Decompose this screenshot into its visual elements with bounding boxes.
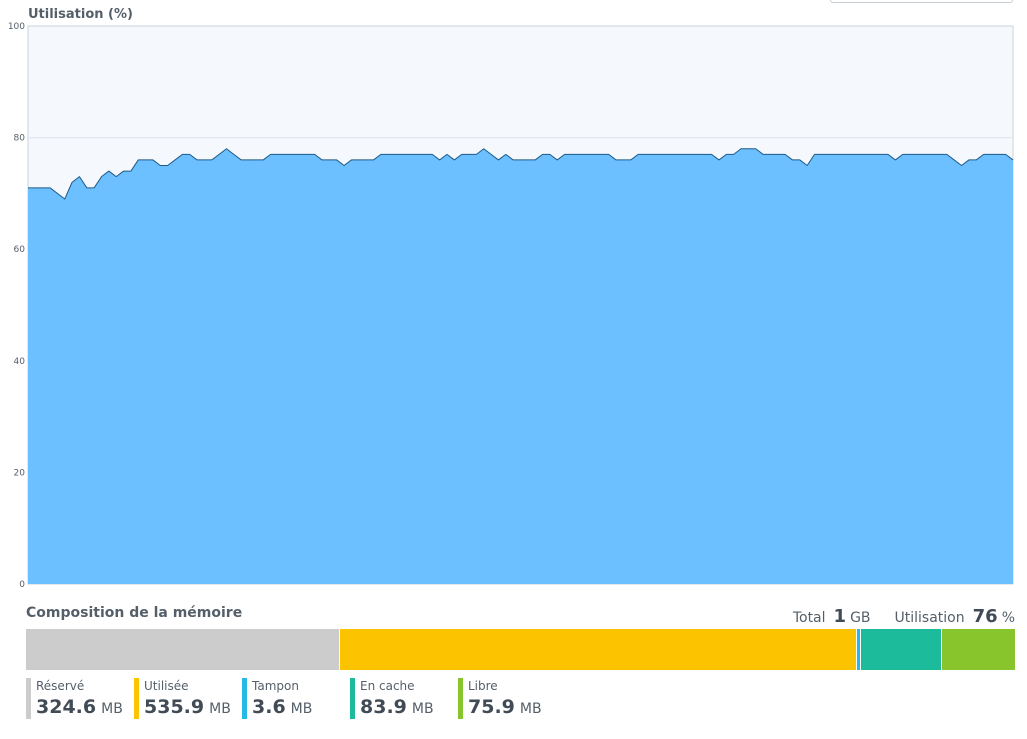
memory-summary: Total 1 GB Utilisation 76% bbox=[793, 606, 1015, 627]
memory-segment-buffer bbox=[857, 629, 861, 670]
legend-label: Utilisée bbox=[144, 679, 189, 693]
memory-segment-free bbox=[941, 629, 1015, 670]
legend-value-row: 324.6 MB bbox=[36, 695, 123, 721]
memory-composition-title: Composition de la mémoire bbox=[26, 605, 243, 621]
legend-unit: MB bbox=[101, 701, 123, 717]
legend-unit: MB bbox=[290, 701, 313, 717]
legend-unit: MB bbox=[411, 701, 434, 717]
y-tick-label: 100 bbox=[8, 22, 25, 32]
legend-swatch bbox=[458, 678, 463, 719]
utilisation-line bbox=[28, 148, 1014, 200]
legend-value-row: 83.9 MB bbox=[360, 695, 434, 721]
legend-swatch bbox=[350, 678, 355, 719]
memory-segment-cache bbox=[860, 629, 942, 670]
period-dropdown[interactable] bbox=[830, 0, 1013, 3]
legend-swatch bbox=[242, 678, 247, 719]
usage-value: 76 bbox=[972, 606, 998, 627]
legend-item-used: Utilisée 535.9 MB bbox=[134, 678, 231, 720]
legend-value: 83.9 bbox=[360, 696, 407, 718]
legend-value-row: 535.9 MB bbox=[144, 695, 231, 721]
memory-segment-reserved bbox=[26, 629, 340, 670]
utilisation-chart: 0 20 40 60 80 100 bbox=[8, 22, 1014, 590]
legend-item-reserved: Réservé 324.6 MB bbox=[26, 678, 123, 720]
usage-unit: % bbox=[1001, 610, 1015, 626]
legend-item-cache: En cache 83.9 MB bbox=[350, 678, 434, 720]
legend-label: Réservé bbox=[36, 679, 85, 693]
legend-unit: MB bbox=[209, 701, 231, 717]
legend-value-row: 3.6 MB bbox=[252, 695, 312, 721]
total-unit: GB bbox=[850, 610, 871, 626]
legend-label: Tampon bbox=[252, 679, 299, 693]
total-label: Total bbox=[792, 610, 826, 626]
legend-swatch bbox=[134, 678, 139, 719]
utilisation-area bbox=[28, 148, 1013, 584]
total-value: 1 bbox=[833, 606, 847, 627]
memory-segment-used bbox=[339, 629, 858, 670]
legend-label: En cache bbox=[360, 679, 415, 693]
usage-label: Utilisation bbox=[894, 610, 965, 626]
legend-value: 324.6 bbox=[36, 696, 97, 718]
legend-label: Libre bbox=[468, 679, 498, 693]
y-tick-label: 0 bbox=[19, 580, 25, 590]
legend-item-free: Libre 75.9 MB bbox=[458, 678, 542, 720]
y-tick-label: 60 bbox=[14, 245, 26, 255]
legend-value-row: 75.9 MB bbox=[468, 695, 542, 721]
y-tick-label: 20 bbox=[14, 468, 26, 478]
legend-unit: MB bbox=[519, 701, 542, 717]
legend-item-buffer: Tampon 3.6 MB bbox=[242, 678, 312, 720]
legend-value: 3.6 bbox=[252, 696, 286, 718]
legend-swatch bbox=[26, 678, 31, 719]
chart-title: Utilisation (%) bbox=[28, 7, 133, 22]
y-tick-label: 40 bbox=[14, 357, 26, 367]
memory-composition-bar bbox=[26, 629, 1015, 670]
legend-value: 75.9 bbox=[468, 696, 515, 718]
legend-value: 535.9 bbox=[144, 696, 205, 718]
y-tick-label: 80 bbox=[14, 134, 26, 144]
